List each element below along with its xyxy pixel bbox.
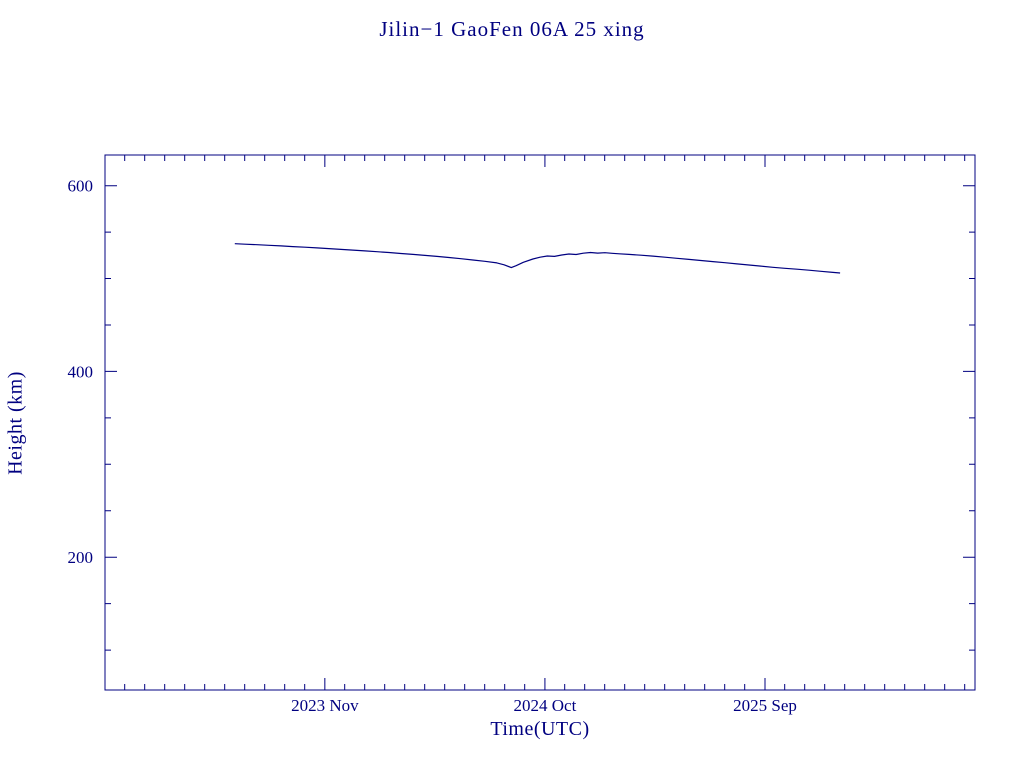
x-tick-label: 2024 Oct xyxy=(514,696,577,715)
x-axis-label: Time(UTC) xyxy=(490,718,590,740)
x-tick-label: 2023 Nov xyxy=(291,696,359,715)
y-tick-label: 600 xyxy=(68,177,94,196)
chart-title: Jilin−1 GaoFen 06A 25 xing xyxy=(379,17,645,41)
y-tick-label: 200 xyxy=(68,548,94,567)
height-line xyxy=(234,243,841,274)
x-tick-label: 2025 Sep xyxy=(733,696,797,715)
plot-border xyxy=(104,154,976,691)
axis-ticks xyxy=(105,155,975,690)
y-tick-label: 400 xyxy=(68,362,94,381)
